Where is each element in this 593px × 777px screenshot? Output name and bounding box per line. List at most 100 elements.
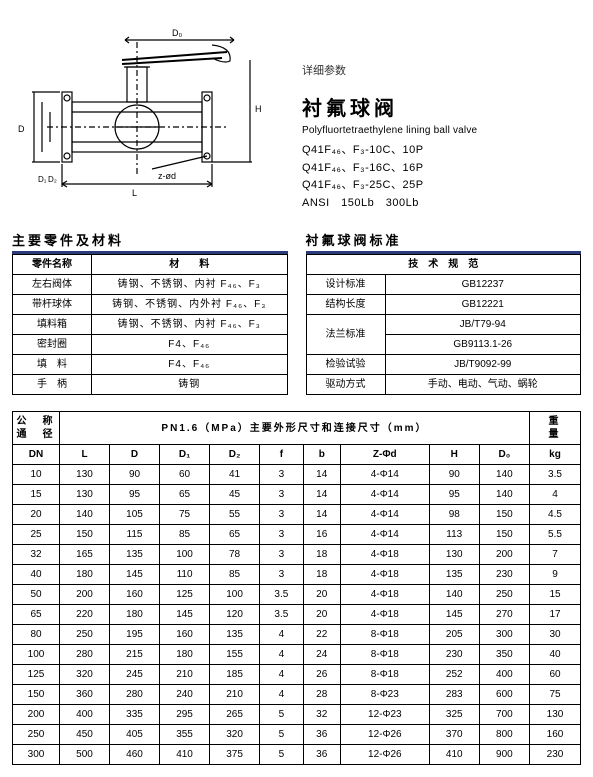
dim-cell: 3 [260,565,304,585]
std-cell-val: 手动、电动、气动、蜗轮 [385,375,581,395]
dim-cell: 45 [210,485,260,505]
parts-head-name: 零件名称 [13,255,92,275]
dim-cell: 15 [13,485,60,505]
dim-cell: 12-Φ26 [340,725,429,745]
dim-row: 1002802151801554248-Φ1823035040 [13,645,581,665]
standards-table: 技 术 规 范 设计标准GB12237结构长度GB12221法兰标准JB/T79… [306,254,582,395]
dim-cell: 16 [303,525,340,545]
std-cell-val: JB/T79-94 [385,315,581,335]
std-cell-key: 驱动方式 [306,375,385,395]
dim-cell: 12-Φ26 [340,745,429,765]
dim-cell: 355 [160,725,210,745]
parts-row: 填料箱铸钢、不锈钢、内衬 F₄₆、F₃ [13,315,288,335]
dim-cell: 95 [429,485,479,505]
dim-cell: 410 [160,745,210,765]
dim-cell: 78 [210,545,260,565]
dim-cell: 4-Φ14 [340,465,429,485]
dim-cell: 17 [530,605,581,625]
dim-col-head: D [110,445,160,465]
dim-cell: 150 [479,525,529,545]
dim-cell: 7 [530,545,581,565]
dim-cell: 3.5 [260,605,304,625]
dim-cell: 4.5 [530,505,581,525]
dim-cell: 4-Φ14 [340,485,429,505]
dim-row: 20040033529526553212-Φ23325700130 [13,705,581,725]
dim-cell: 400 [60,705,110,725]
label-d1: D₁ [38,175,47,184]
standards-column: 衬氟球阀标准 技 术 规 范 设计标准GB12237结构长度GB12221法兰标… [306,230,582,395]
dim-cell: 4-Φ14 [340,525,429,545]
dim-cell: 36 [303,725,340,745]
dim-col-head: D₀ [479,445,529,465]
parts-table: 零件名称 材 料 左右阀体铸钢、不锈钢、内衬 F₄₆、F₃带杆球体铸钢、不锈钢、… [12,254,288,395]
dim-cell: 4 [530,485,581,505]
dim-col-head: H [429,445,479,465]
dim-cell: 140 [479,465,529,485]
dim-cell: 4-Φ18 [340,585,429,605]
parts-cell-mat: F4、F₄₆ [92,355,288,375]
dim-cell: 450 [60,725,110,745]
dim-cell: 283 [429,685,479,705]
dim-cell: 130 [429,545,479,565]
dim-cell: 160 [110,585,160,605]
dim-cell: 120 [210,605,260,625]
spec-line-3: Q41F₄₆、F₃-25C、25P [302,177,477,195]
dim-col-head: D₂ [210,445,260,465]
label-l: L [132,188,137,198]
dim-cell: 3 [260,485,304,505]
dim-col-head: f [260,445,304,465]
dim-row: 1253202452101854268-Φ1825240060 [13,665,581,685]
dim-cell: 150 [13,685,60,705]
dim-col-head: L [60,445,110,465]
dim-cell: 20 [13,505,60,525]
dim-cell: 130 [530,705,581,725]
dim-cell: 140 [60,505,110,525]
dim-cell: 300 [479,625,529,645]
dim-cell: 3.5 [260,585,304,605]
mid-section: 主要零件及材料 零件名称 材 料 左右阀体铸钢、不锈钢、内衬 F₄₆、F₃带杆球… [12,230,581,395]
valve-drawing-svg: D₀ H D D₁ D₂ z-ød L [12,12,282,202]
dim-cell: 3 [260,525,304,545]
std-cell-val: GB9113.1-26 [385,335,581,355]
parts-cell-name: 填料箱 [13,315,92,335]
dim-cell: 113 [429,525,479,545]
parts-row: 左右阀体铸钢、不锈钢、内衬 F₄₆、F₃ [13,275,288,295]
dim-cell: 95 [110,485,160,505]
dim-cell: 230 [429,645,479,665]
dim-cell: 130 [60,465,110,485]
dim-cell: 3.5 [530,465,581,485]
dim-row: 802501951601354228-Φ1820530030 [13,625,581,645]
std-cell-val: GB12237 [385,275,581,295]
std-cell-key: 检验试验 [306,355,385,375]
dim-cell: 5 [260,745,304,765]
std-cell-val: JB/T9092-99 [385,355,581,375]
dim-cell: 14 [303,505,340,525]
dim-cell: 300 [13,745,60,765]
dim-cell: 4-Φ18 [340,565,429,585]
dim-cell: 4-Φ18 [340,545,429,565]
dim-cell: 125 [160,585,210,605]
dim-cell: 370 [429,725,479,745]
dim-cell: 375 [210,745,260,765]
dim-cell: 460 [110,745,160,765]
dim-cell: 55 [210,505,260,525]
parts-cell-name: 左右阀体 [13,275,92,295]
dim-cell: 160 [530,725,581,745]
dim-cell: 295 [160,705,210,725]
dim-cell: 280 [60,645,110,665]
dim-row: 652201801451203.5204-Φ1814527017 [13,605,581,625]
label-d2: D₂ [48,175,57,184]
dim-cell: 100 [210,585,260,605]
dim-cell: 14 [303,485,340,505]
dim-cell: 250 [13,725,60,745]
spec-line-1: Q41F₄₆、F₃-10C、10P [302,142,477,160]
dim-cell: 36 [303,745,340,765]
dim-row: 30050046041037553612-Φ26410900230 [13,745,581,765]
dim-cell: 4 [260,645,304,665]
parts-cell-mat: 铸钢、不锈钢、内外衬 F₄₆、F₃ [92,295,288,315]
parts-title: 主要零件及材料 [12,230,288,254]
parts-cell-name: 填 料 [13,355,92,375]
dim-cell: 18 [303,545,340,565]
dim-cell: 3 [260,465,304,485]
dim-cell: 145 [429,605,479,625]
